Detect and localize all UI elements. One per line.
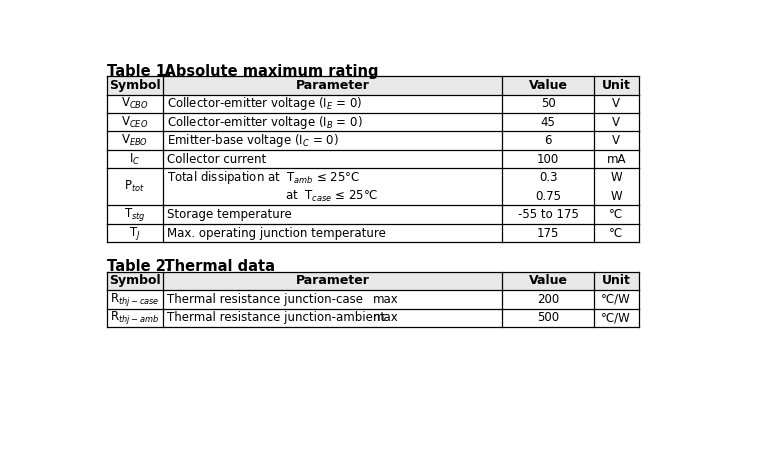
Text: Thermal data: Thermal data	[144, 259, 275, 274]
Text: Value: Value	[529, 79, 568, 92]
Text: R$_{thj-case}$: R$_{thj-case}$	[110, 291, 160, 308]
Bar	[163, 76, 502, 94]
Text: °C/W: °C/W	[601, 311, 631, 324]
Bar	[502, 271, 594, 290]
Text: 6: 6	[544, 134, 552, 147]
Text: T$_{stg}$: T$_{stg}$	[124, 206, 145, 223]
Text: Thermal resistance junction-ambient: Thermal resistance junction-ambient	[167, 311, 385, 324]
Text: V$_{CEO}$: V$_{CEO}$	[121, 115, 149, 130]
Bar	[107, 132, 639, 150]
Text: Parameter: Parameter	[296, 274, 370, 287]
Text: W: W	[611, 171, 622, 184]
Text: 175: 175	[536, 227, 559, 240]
Text: Total dissipation at  T$_{amb}$ ≤ 25°C: Total dissipation at T$_{amb}$ ≤ 25°C	[167, 169, 360, 186]
Bar	[107, 224, 639, 242]
Bar	[107, 309, 639, 327]
Bar	[107, 113, 639, 132]
Bar	[107, 290, 639, 309]
Text: I$_{C}$: I$_{C}$	[129, 152, 141, 167]
Text: at  T$_{case}$ ≤ 25°C: at T$_{case}$ ≤ 25°C	[285, 188, 378, 204]
Text: Symbol: Symbol	[109, 274, 161, 287]
Text: Collector-emitter voltage (I$_{B}$ = 0): Collector-emitter voltage (I$_{B}$ = 0)	[167, 114, 362, 131]
Text: max: max	[373, 311, 399, 324]
Text: °C/W: °C/W	[601, 293, 631, 306]
Text: Symbol: Symbol	[109, 79, 161, 92]
Text: Unit: Unit	[602, 274, 630, 287]
Text: 0.3: 0.3	[539, 171, 558, 184]
Text: V: V	[612, 116, 620, 129]
Text: Storage temperature: Storage temperature	[167, 208, 292, 221]
Bar	[107, 150, 639, 168]
Text: Parameter: Parameter	[296, 79, 370, 92]
Text: V$_{EBO}$: V$_{EBO}$	[121, 133, 149, 148]
Text: Thermal resistance junction-case: Thermal resistance junction-case	[167, 293, 363, 306]
Text: R$_{thj-amb}$: R$_{thj-amb}$	[110, 309, 160, 326]
Text: Collector-emitter voltage (I$_{E}$ = 0): Collector-emitter voltage (I$_{E}$ = 0)	[167, 95, 362, 112]
Text: Table 2.: Table 2.	[107, 259, 171, 274]
Text: max: max	[373, 293, 399, 306]
Bar	[107, 76, 163, 94]
Text: -55 to 175: -55 to 175	[518, 208, 579, 221]
Text: °C: °C	[609, 227, 623, 240]
Text: V: V	[612, 134, 620, 147]
Text: 50: 50	[540, 97, 555, 110]
Text: Table 1.: Table 1.	[107, 64, 172, 79]
Text: V: V	[612, 97, 620, 110]
Bar	[163, 271, 502, 290]
Bar	[107, 94, 639, 113]
Text: Unit: Unit	[602, 79, 630, 92]
Text: Value: Value	[529, 274, 568, 287]
Text: mA: mA	[607, 153, 626, 166]
Bar	[594, 271, 639, 290]
Text: 500: 500	[537, 311, 559, 324]
Text: °C: °C	[609, 208, 623, 221]
Bar	[594, 76, 639, 94]
Text: 45: 45	[540, 116, 555, 129]
Bar	[107, 168, 639, 205]
Bar	[502, 76, 594, 94]
Bar	[107, 205, 639, 224]
Text: W: W	[611, 190, 622, 202]
Text: Emitter-base voltage (I$_{C}$ = 0): Emitter-base voltage (I$_{C}$ = 0)	[167, 132, 339, 149]
Text: 100: 100	[537, 153, 559, 166]
Text: 200: 200	[537, 293, 559, 306]
Text: Max. operating junction temperature: Max. operating junction temperature	[167, 227, 386, 240]
Bar	[107, 271, 163, 290]
Text: T$_{J}$: T$_{J}$	[129, 225, 141, 242]
Text: Collector current: Collector current	[167, 153, 266, 166]
Text: Absolute maximum rating: Absolute maximum rating	[144, 64, 378, 79]
Text: P$_{tot}$: P$_{tot}$	[124, 179, 145, 194]
Text: 0.75: 0.75	[535, 190, 561, 202]
Text: V$_{CBO}$: V$_{CBO}$	[121, 96, 149, 111]
